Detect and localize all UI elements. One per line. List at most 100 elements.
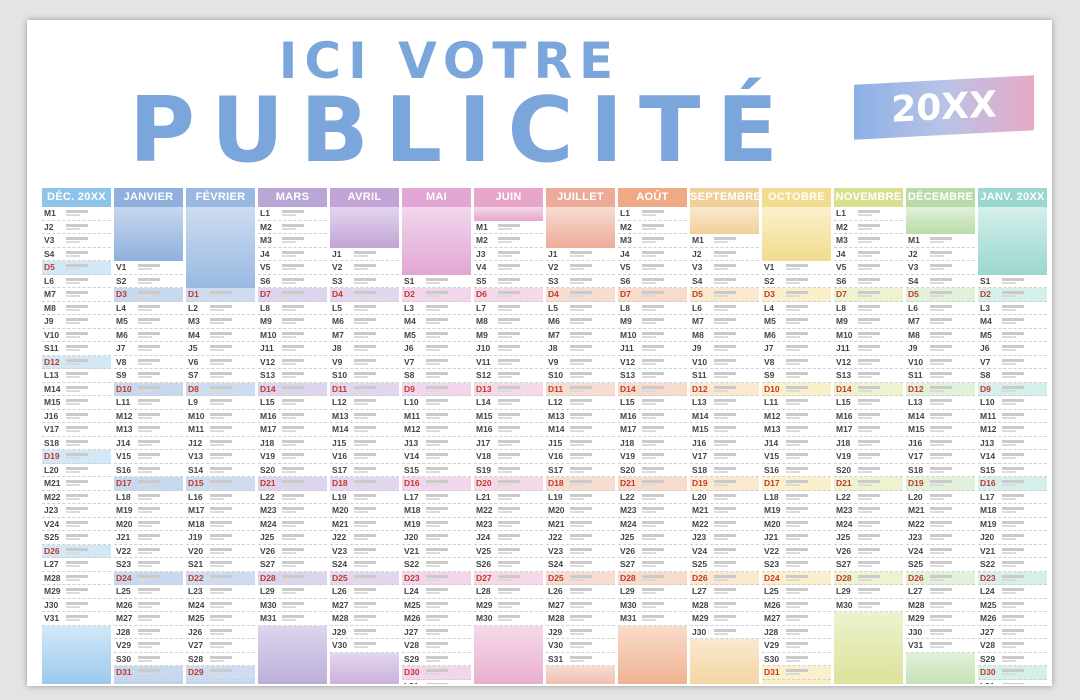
- saint-name-line: [714, 561, 736, 564]
- day-label: J4: [260, 248, 270, 259]
- saint-name-line: [138, 642, 160, 645]
- day-label: J30: [692, 626, 707, 637]
- day-row: S25: [906, 558, 975, 572]
- saint-name-line: [786, 335, 800, 338]
- day-label: J22: [548, 532, 563, 542]
- saint-name-line: [786, 561, 808, 564]
- saint-name-line: [498, 281, 512, 284]
- saint-name-line: [930, 439, 952, 443]
- day-row: S11: [690, 369, 759, 383]
- saint-name-line: [642, 281, 656, 284]
- saint-name-line: [570, 551, 584, 554]
- saint-name-line: [714, 318, 736, 321]
- day-row: M21: [330, 518, 399, 531]
- day-row: M3: [186, 315, 255, 329]
- saint-name-line: [930, 430, 944, 432]
- day-row: L1: [618, 207, 687, 221]
- day-label: M20: [548, 505, 565, 515]
- saint-name-line: [1002, 466, 1024, 470]
- day-label: M17: [620, 424, 637, 434]
- day-row: D5: [690, 288, 759, 302]
- day-label: S13: [836, 370, 852, 380]
- day-label: M24: [188, 599, 205, 610]
- saint-name-line: [858, 223, 880, 227]
- day-label: J14: [764, 437, 779, 448]
- saint-name-line: [642, 345, 664, 348]
- saint-name-line: [498, 399, 520, 402]
- day-row: L21: [474, 491, 543, 504]
- day-label: L10: [980, 397, 995, 407]
- day-label: S10: [332, 370, 348, 380]
- saint-name-line: [570, 453, 592, 456]
- saint-name-line: [642, 214, 656, 216]
- saint-name-line: [66, 399, 88, 402]
- day-row: L6: [690, 302, 759, 315]
- day-label: V26: [260, 545, 276, 556]
- saint-name-line: [138, 592, 152, 594]
- saint-name-line: [426, 453, 448, 456]
- day-label: S30: [764, 653, 780, 664]
- saint-name-line: [138, 480, 160, 483]
- saint-name-line: [1002, 331, 1024, 335]
- day-row: M3: [834, 234, 903, 248]
- day-row: S16: [114, 464, 183, 477]
- month-column: NOVEMBRE L1 M2 M3 J4 V5 S6 D7 L8 M9 M10 J11 V12 S13 D1…: [834, 188, 903, 684]
- saint-name-line: [138, 655, 160, 659]
- day-label: S2: [764, 275, 775, 286]
- day-label: J9: [692, 343, 702, 353]
- day-label: D13: [476, 383, 492, 394]
- saint-name-line: [282, 210, 304, 213]
- day-row: J23: [906, 531, 975, 545]
- day-label: D17: [116, 478, 132, 488]
- day-row: L13: [906, 396, 975, 410]
- day-label: M6: [548, 316, 560, 326]
- saint-name-line: [786, 632, 800, 635]
- saint-name-line: [498, 578, 512, 581]
- saint-name-line: [642, 511, 656, 513]
- saint-name-line: [498, 551, 512, 554]
- saint-name-line: [66, 466, 88, 470]
- day-row: L24: [978, 585, 1047, 599]
- day-row: M31: [258, 612, 327, 626]
- day-label: J23: [692, 532, 707, 542]
- saint-name-line: [66, 615, 88, 618]
- saint-name-line: [570, 318, 592, 321]
- day-label: S17: [332, 464, 348, 475]
- saint-name-line: [138, 403, 152, 405]
- day-row: L17: [402, 491, 471, 504]
- day-row: D31: [114, 666, 183, 680]
- saint-name-line: [354, 547, 376, 551]
- saint-name-line: [354, 507, 376, 510]
- day-row: D3: [762, 288, 831, 302]
- day-label: S13: [620, 370, 636, 380]
- saint-name-line: [570, 264, 592, 267]
- saint-name-line: [714, 443, 728, 446]
- day-label: S7: [188, 370, 199, 380]
- saint-name-line: [858, 385, 880, 389]
- saint-name-line: [210, 601, 232, 605]
- day-label: J15: [332, 437, 347, 448]
- saint-name-line: [138, 457, 152, 459]
- day-row: S22: [402, 558, 471, 572]
- saint-name-line: [282, 565, 296, 567]
- saint-name-line: [570, 308, 584, 311]
- month-header: SEPTEMBRE: [690, 188, 759, 207]
- day-label: S15: [404, 464, 420, 475]
- day-row: L11: [114, 396, 183, 410]
- day-row: S9: [114, 369, 183, 383]
- day-row: M6: [762, 329, 831, 342]
- saint-name-line: [498, 241, 512, 243]
- day-label: D3: [116, 289, 127, 299]
- saint-name-line: [498, 416, 512, 419]
- day-label: S9: [116, 370, 127, 380]
- saint-name-line: [786, 538, 800, 540]
- month-header: DÉCEMBRE: [906, 188, 975, 207]
- saint-name-line: [858, 345, 880, 348]
- day-label: M3: [188, 316, 200, 326]
- day-label: V30: [548, 640, 564, 650]
- saint-name-line: [66, 439, 88, 443]
- day-label: S4: [692, 275, 703, 286]
- day-row: V4: [474, 261, 543, 275]
- saint-name-line: [66, 551, 80, 554]
- day-row: M11: [186, 423, 255, 437]
